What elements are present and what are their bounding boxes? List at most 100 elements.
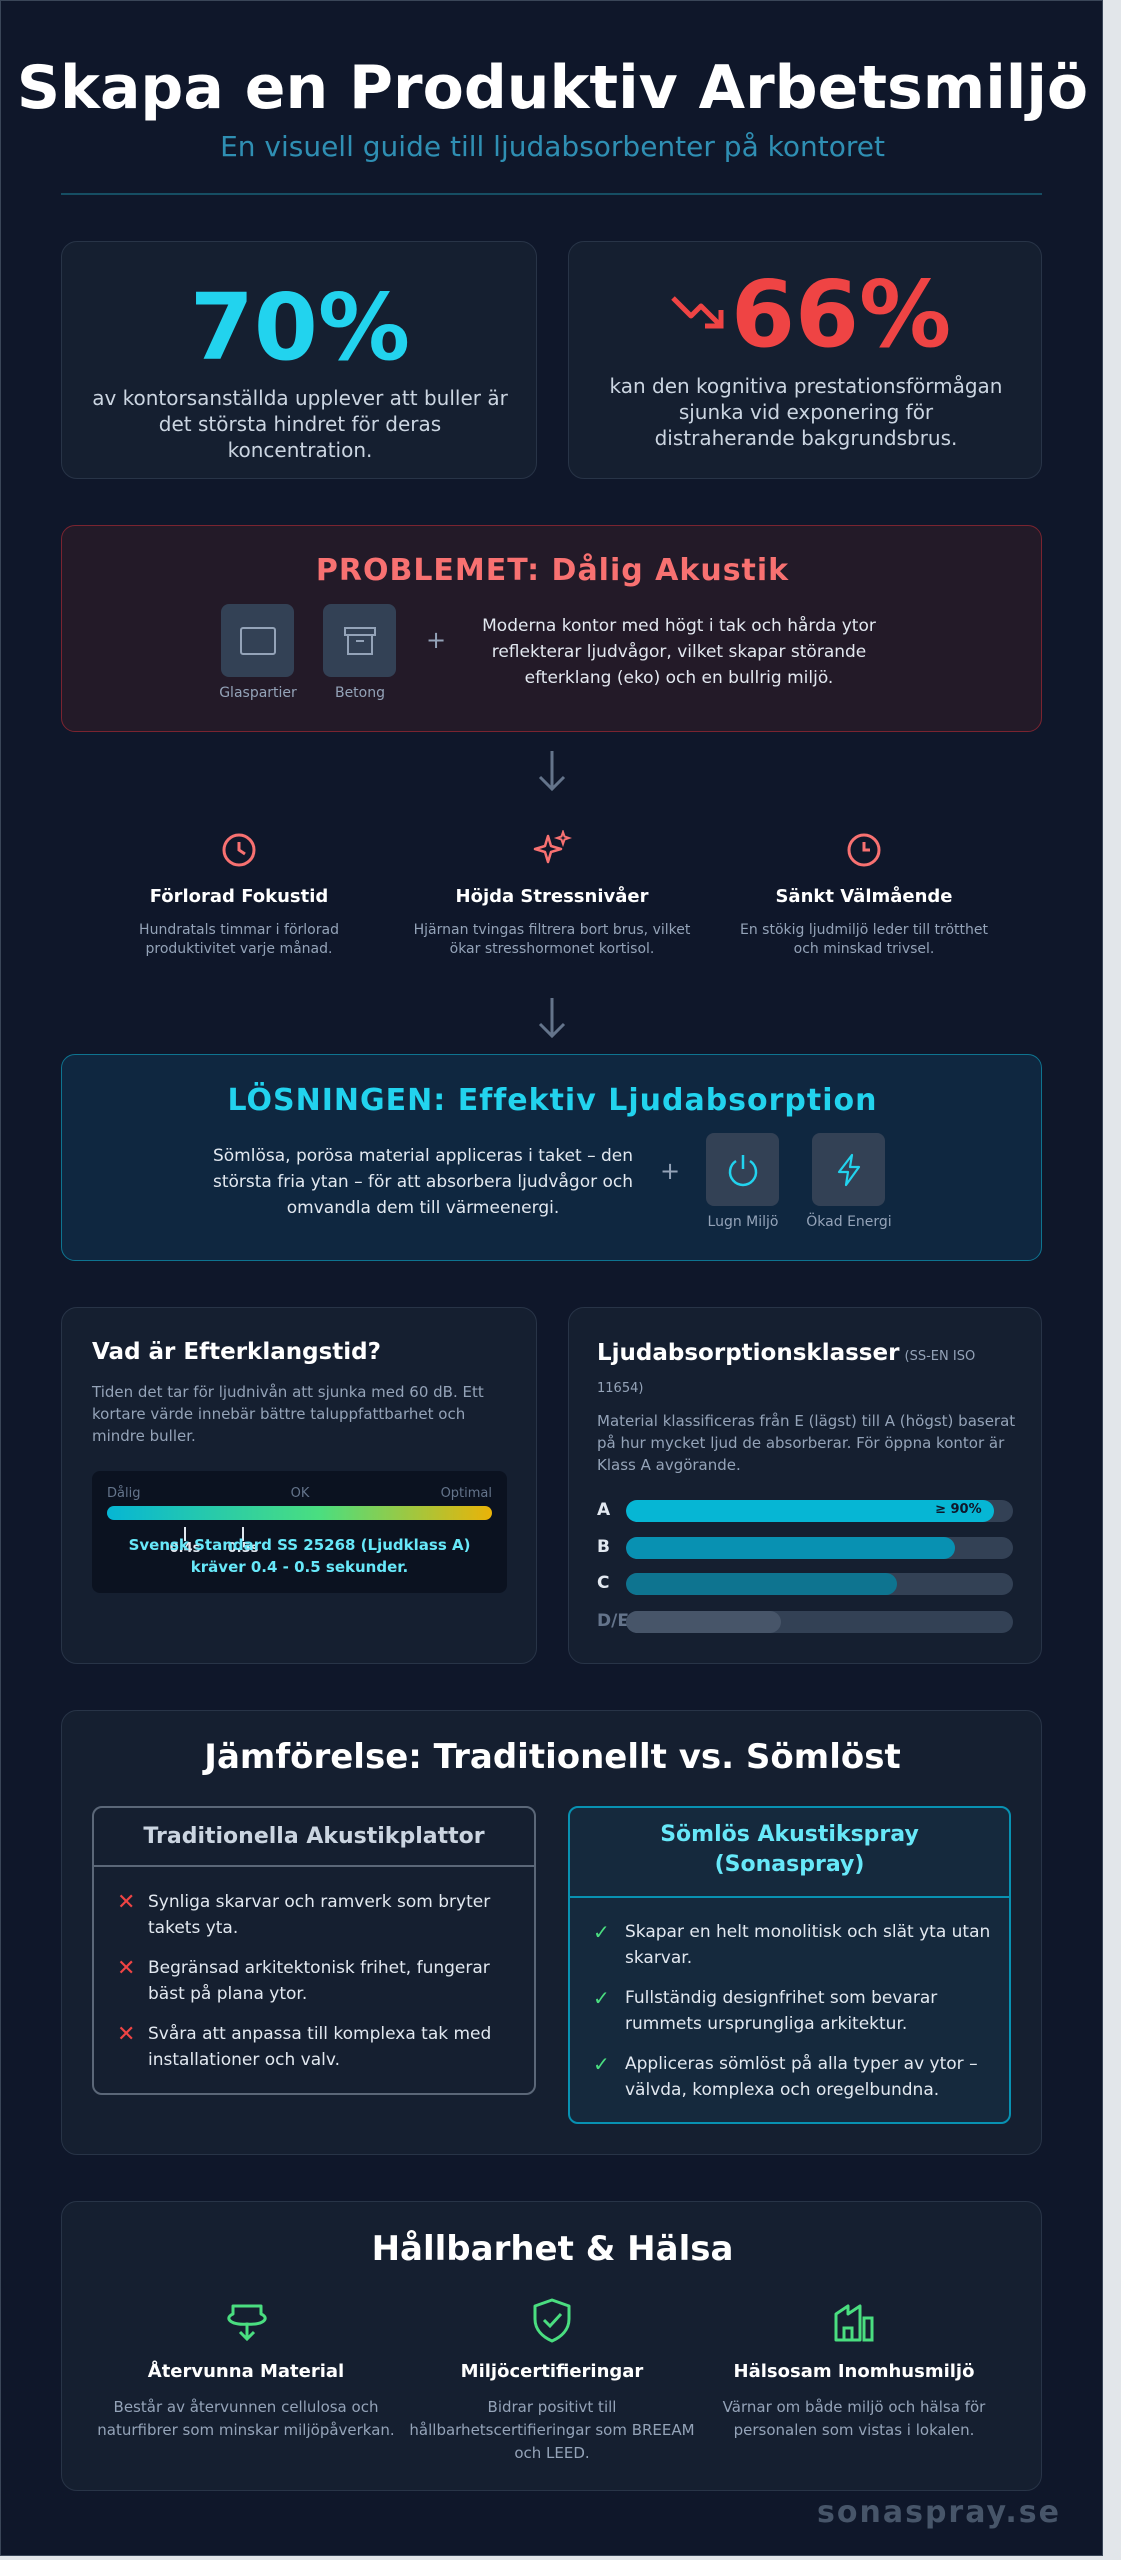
standard: (SS-EN ISO 11654) [597, 1349, 976, 1396]
solution-box: LÖSNINGEN: Effektiv Ljudabsorption Sömlö… [61, 1054, 1042, 1261]
class-bar [626, 1573, 897, 1595]
benefit-icon [706, 1133, 779, 1206]
stat-card: 70% av kontorsanställda upplever att bul… [61, 241, 537, 479]
comparison-item: Begränsad arkitektonisk frihet, fungerar… [148, 1958, 490, 2004]
comparison-item: Synliga skarvar och ramverk som bryter t… [148, 1892, 491, 1938]
clock-icon [847, 833, 881, 867]
benefit-label: Lugn Miljö [707, 1214, 779, 1230]
column-title: Sömlös Akustikspray (Sonaspray) [660, 1822, 919, 1877]
item-title: Miljöcertifieringar [460, 2361, 644, 2382]
class-bar: ≥ 90% [626, 1500, 994, 1522]
gauge-marker [242, 1527, 244, 1541]
card-title: Vad är Efterklangstid? [92, 1339, 381, 1365]
material-icon [323, 604, 396, 677]
class-bar [626, 1611, 781, 1633]
class-label: A [597, 1500, 611, 1520]
stat-value: 70% [189, 274, 411, 381]
comparison-item: Fullständig designfrihet som bevarar rum… [625, 1988, 938, 2034]
cross-icon: ✕ [117, 1890, 136, 1915]
seamless-box: Sömlös Akustikspray (Sonaspray) [568, 1806, 1011, 2124]
scale-label: Dålig [107, 1486, 141, 1501]
gauge-box: Dålig OK Optimal 0.4s 0.5s Svensk Standa… [92, 1471, 507, 1593]
absorption-heading: Ljudabsorptionsklasser (SS-EN ISO 11654) [597, 1338, 1017, 1404]
item-text: Består av återvunnen cellulosa och natur… [97, 2398, 395, 2439]
title: Skapa en Produktiv Arbetsmiljö [16, 53, 1089, 123]
check-icon: ✓ [593, 1920, 610, 1944]
item-text: Bidrar positivt till hållbarhetscertifie… [409, 2398, 695, 2462]
marker-label: 0.5s [227, 1541, 259, 1556]
arrow-down [538, 998, 566, 1039]
effect-text: Hundratals timmar i förlorad produktivit… [139, 922, 339, 957]
footer: sonaspray.se [817, 2495, 1061, 2530]
sustainability-title: Hållbarhet & Hälsa [371, 2229, 734, 2269]
class-bar [626, 1537, 955, 1559]
sparkles-icon [533, 830, 572, 864]
card-text: Material klassificeras från E (lägst) ti… [597, 1412, 1016, 1474]
scale-label: OK [290, 1486, 310, 1501]
subtitle: En visuell guide till ljudabsorbenter på… [220, 130, 885, 163]
divider [61, 193, 1042, 195]
comparison-item: Appliceras sömlöst på alla typer av ytor… [625, 2054, 978, 2100]
arrow-down [538, 751, 566, 792]
plus: + [660, 1157, 681, 1185]
class-track: ≥ 90% [626, 1500, 1013, 1522]
plus: + [426, 626, 447, 654]
cross-icon: ✕ [117, 1956, 136, 1981]
class-track [626, 1573, 1013, 1595]
column-title: Traditionella Akustikplattor [143, 1824, 485, 1849]
comparison-item: Skapar en helt monolitisk och slät yta u… [625, 1922, 991, 1968]
material-icon [221, 604, 294, 677]
class-label: B [597, 1537, 610, 1557]
item-title: Hälsosam Inomhusmiljö [733, 2361, 975, 2382]
class-track [626, 1537, 1013, 1559]
stat-value: 66% [731, 261, 952, 368]
class-value-label: ≥ 90% [935, 1502, 982, 1517]
problem-title: PROBLEMET: Dålig Akustik [315, 553, 790, 588]
concrete-icon [343, 626, 376, 655]
benefit-icon [812, 1133, 885, 1206]
glass-icon [239, 626, 276, 655]
class-track [626, 1611, 1013, 1633]
shield-icon [533, 2298, 571, 2343]
comparison-title: Jämförelse: Traditionellt vs. Sömlöst [204, 1737, 901, 1777]
comparison-item: Svåra att anpassa till komplexa tak med … [148, 2024, 492, 2070]
recycle-icon [227, 2304, 267, 2342]
gauge-note: Svensk Standard SS 25268 (Ljudklass A) k… [128, 1536, 471, 1576]
gauge-bar [107, 1506, 492, 1520]
stat-text: av kontorsanställda upplever att buller … [92, 386, 508, 462]
check-icon: ✓ [593, 2052, 610, 2076]
power-icon [728, 1154, 757, 1186]
divider [94, 1865, 534, 1867]
item-text: Värnar om både miljö och hälsa för perso… [722, 2398, 986, 2439]
effect-text: En stökig ljudmiljö leder till trötthet … [740, 922, 988, 957]
solution-title: LÖSNINGEN: Effektiv Ljudabsorption [227, 1083, 878, 1118]
scale-label: Optimal [440, 1486, 492, 1501]
effect-text: Hjärnan tvingas filtrera bort brus, vilk… [413, 922, 691, 957]
stat-text: kan den kognitiva prestationsförmågan sj… [609, 374, 1003, 450]
marker-label: 0.4s [169, 1541, 201, 1556]
item-title: Återvunna Material [147, 2361, 345, 2382]
check-icon: ✓ [593, 1986, 610, 2010]
effect-title: Höjda Stressnivåer [455, 886, 649, 907]
problem-box: PROBLEMET: Dålig Akustik Glaspartier Bet… [61, 525, 1042, 732]
absorption-card [568, 1307, 1042, 1664]
material-label: Glaspartier [219, 685, 297, 701]
class-label: C [597, 1573, 610, 1593]
bolt-icon [837, 1153, 860, 1186]
gauge-marker [184, 1527, 186, 1541]
card-text: Tiden det tar för ljudnivån att sjunka m… [92, 1383, 484, 1445]
divider [570, 1896, 1009, 1898]
reverberation-card: Vad är Efterklangstid? Tiden det tar för… [61, 1307, 537, 1664]
effect-title: Sänkt Välmående [775, 886, 953, 907]
benefit-label: Ökad Energi [806, 1214, 892, 1230]
traditional-box: Traditionella Akustikplattor [92, 1806, 536, 2095]
building-icon [834, 2304, 874, 2342]
card-title: Ljudabsorptionsklasser [597, 1340, 900, 1366]
cross-icon: ✕ [117, 2022, 136, 2047]
solution-text: Sömlösa, porösa material appliceras i ta… [212, 1146, 634, 1218]
stat-card: 66% kan den kognitiva prestationsförmåga… [568, 241, 1042, 479]
clock-icon [222, 833, 256, 867]
material-label: Betong [334, 685, 386, 701]
class-label: D/E [597, 1611, 629, 1631]
